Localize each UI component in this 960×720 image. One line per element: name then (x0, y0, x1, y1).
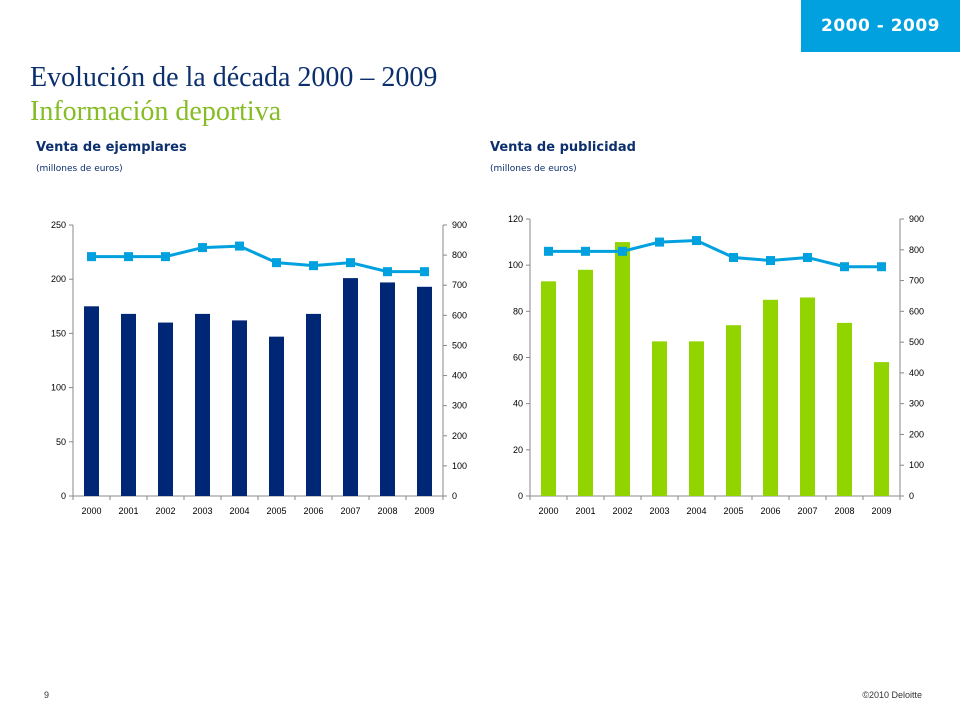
y-right-tick-label: 500 (909, 337, 924, 347)
line-point (692, 236, 701, 245)
bar (874, 362, 889, 496)
x-tick-label: 2007 (797, 506, 817, 516)
bar (615, 242, 630, 496)
x-tick-label: 2001 (575, 506, 595, 516)
y-left-tick-label: 60 (513, 353, 523, 363)
bar (541, 281, 556, 496)
series-line (549, 241, 882, 267)
chart-venta-publicidad: 0 20 40 60 80 100 120 0 100 200 300 400 500 600 700 800… (0, 0, 960, 720)
y-left-tick-label: 20 (513, 445, 523, 455)
x-tick-label: 2002 (612, 506, 632, 516)
y-right-tick-label: 800 (909, 245, 924, 255)
line-point (877, 262, 886, 271)
bar (726, 325, 741, 496)
bar (800, 297, 815, 496)
x-tick-label: 2003 (649, 506, 669, 516)
y-left-tick-label: 100 (508, 260, 523, 270)
y-right-tick-label: 0 (909, 491, 914, 501)
line-point (581, 247, 590, 256)
bar (763, 300, 778, 496)
x-tick-label: 2009 (871, 506, 891, 516)
y-right-tick-label: 700 (909, 276, 924, 286)
y-right-tick-label: 300 (909, 399, 924, 409)
line-point (766, 256, 775, 265)
bar (689, 341, 704, 496)
y-left-tick-label: 40 (513, 399, 523, 409)
y-left-tick-label: 120 (508, 214, 523, 224)
bar (578, 270, 593, 496)
bar (837, 323, 852, 496)
line-point (803, 253, 812, 262)
y-right-tick-label: 200 (909, 429, 924, 439)
line-point (544, 247, 553, 256)
line-point (655, 238, 664, 247)
x-tick-label: 2004 (686, 506, 706, 516)
line-point (840, 262, 849, 271)
page-number: 9 (44, 690, 49, 700)
y-left-tick-label: 0 (518, 491, 523, 501)
x-tick-label: 2000 (538, 506, 558, 516)
line-point (729, 253, 738, 262)
x-tick-label: 2008 (834, 506, 854, 516)
y-right-tick-label: 600 (909, 306, 924, 316)
y-right-tick-label: 400 (909, 368, 924, 378)
line-point (618, 247, 627, 256)
y-right-tick-label: 100 (909, 460, 924, 470)
x-tick-label: 2006 (760, 506, 780, 516)
y-left-tick-label: 80 (513, 306, 523, 316)
y-right-tick-label: 900 (909, 214, 924, 224)
x-tick-label: 2005 (723, 506, 743, 516)
bar (652, 341, 667, 496)
copyright: ©2010 Deloitte (862, 690, 922, 700)
